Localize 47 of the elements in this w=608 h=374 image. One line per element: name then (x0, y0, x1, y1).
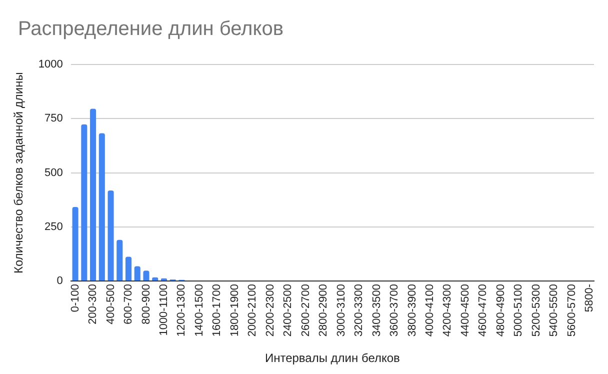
x-tick-label: 5600-5700 (566, 284, 578, 337)
x-tick-label: 1200-1300 (176, 284, 188, 337)
x-tick-label: 3200-3300 (353, 284, 366, 337)
bar (134, 266, 140, 280)
x-tick-label: 5400-5500 (548, 284, 560, 337)
x-axis-title: Интервалы длин белков (264, 351, 400, 366)
x-tick-label: 2800-2900 (318, 284, 330, 337)
bar (81, 124, 88, 280)
chart-title: Распределение длин белков (18, 18, 284, 41)
x-tick-label: 4000-4100 (424, 284, 436, 337)
x-tick-label: 1000-1100 (158, 284, 170, 336)
x-tick-label: 4200-4300 (442, 284, 454, 337)
y-tick-label: 0 (56, 275, 63, 288)
x-tick-label: 3800-3900 (406, 284, 418, 337)
x-tick-label: 3400-3500 (370, 284, 383, 337)
y-tick-label: 750 (44, 112, 63, 125)
bar (108, 190, 114, 280)
bar (98, 133, 105, 280)
bar (116, 240, 123, 280)
bar (72, 206, 78, 280)
x-tick-label: 1600-1700 (211, 284, 224, 337)
x-tick-label: 5000-5100 (512, 284, 525, 337)
y-tick-label: 500 (44, 166, 63, 179)
x-tick-label: 1400-1500 (193, 284, 206, 337)
x-tick-label: 1800-1900 (228, 284, 241, 337)
x-tick-label: 3000-3100 (335, 284, 348, 337)
x-tick-label: 2000-2100 (246, 284, 259, 337)
x-tick-label: 2600-2700 (300, 284, 312, 337)
x-tick-label: 400-500 (104, 284, 117, 324)
x-tick-label: 2400-2500 (282, 284, 294, 337)
x-tick-label: 4600-4700 (477, 284, 490, 337)
x-tick-label: 800-900 (140, 284, 152, 324)
y-axis-title: Количество белков заданной длины (12, 72, 26, 274)
x-tick-label: 5200-5300 (530, 284, 542, 337)
bar (143, 270, 150, 280)
x-tick-label: 3600-3700 (388, 284, 401, 337)
x-tick-label: 2200-2300 (264, 284, 276, 337)
x-tick-label: 200-300 (87, 284, 100, 324)
bar (125, 256, 132, 280)
x-tick-label: 600-700 (122, 284, 135, 324)
x-tick-label: 5800- (584, 284, 596, 312)
y-tick-label: 1000 (38, 58, 63, 71)
x-tick-label: 0-100 (69, 284, 82, 312)
x-tick-label: 4400-4500 (459, 284, 472, 337)
y-tick-label: 250 (44, 220, 63, 233)
bar (90, 108, 96, 280)
x-tick-label: 4800-4900 (494, 284, 507, 337)
